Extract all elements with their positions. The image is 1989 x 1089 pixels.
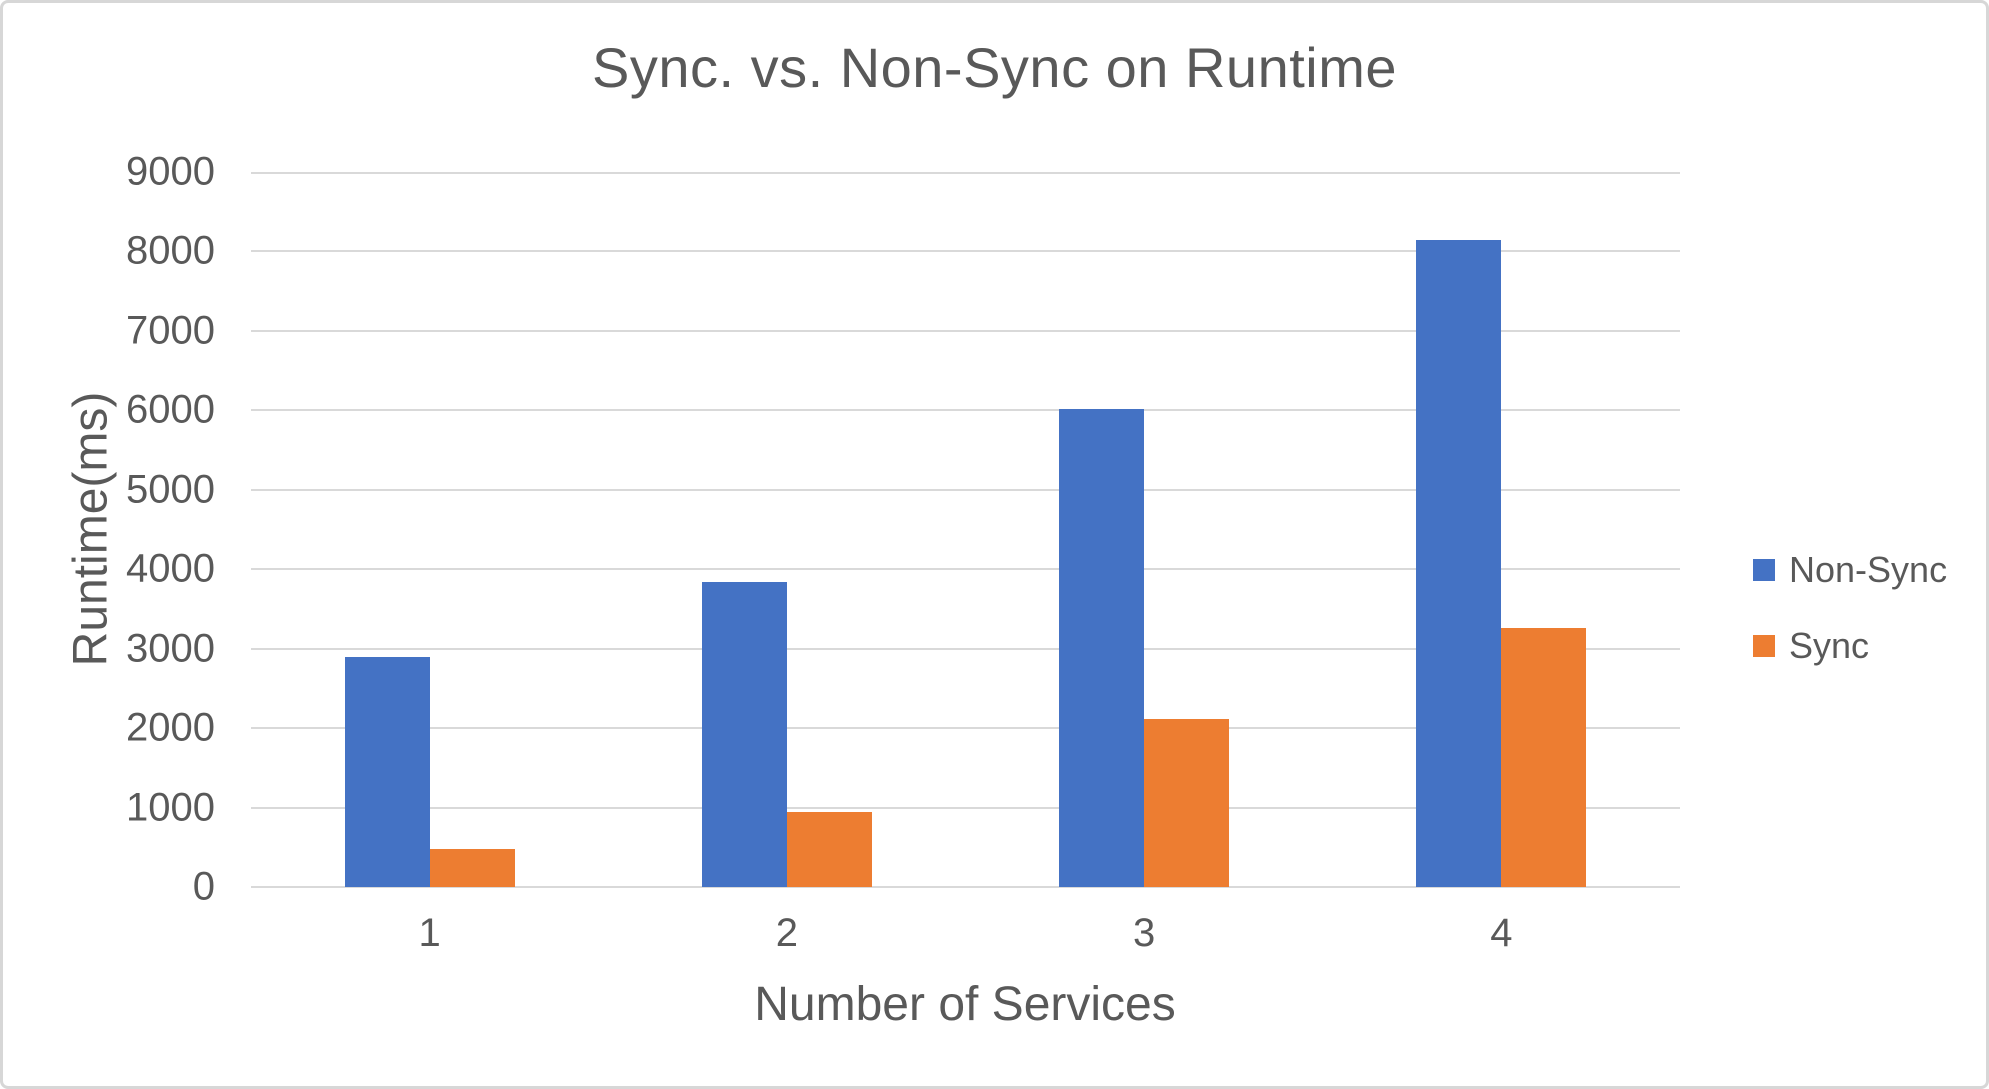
y-tick-label: 5000 [126, 467, 215, 512]
y-tick-label: 8000 [126, 228, 215, 273]
legend-swatch-non-sync [1753, 558, 1775, 581]
x-axis-tick-labels: 1 2 3 4 [251, 911, 1680, 961]
bar-sync [1501, 628, 1587, 887]
legend-swatch-sync [1753, 634, 1775, 657]
gridline [251, 886, 1680, 888]
bar-sync [1144, 719, 1230, 887]
chart-title: Sync. vs. Non-Sync on Runtime [591, 36, 1398, 99]
y-tick-label: 4000 [126, 546, 215, 591]
gridline [251, 329, 1680, 332]
x-tick-label: 1 [418, 911, 441, 955]
bar-non-sync [1416, 239, 1502, 887]
gridline [251, 727, 1680, 730]
bar-non-sync [701, 581, 787, 887]
gridline [251, 647, 1680, 650]
gridline [251, 568, 1680, 571]
gridline [251, 250, 1680, 253]
y-tick-label: 1000 [126, 785, 215, 830]
plot-area [251, 172, 1680, 888]
x-tick-label: 2 [775, 911, 798, 955]
gridline [251, 806, 1680, 809]
legend-item: Non-Sync [1753, 548, 1947, 591]
y-tick-label: 0 [192, 864, 215, 909]
legend: Non-Sync Sync [1753, 548, 1947, 700]
y-tick-label: 7000 [126, 308, 215, 353]
legend-item: Sync [1753, 624, 1947, 667]
bar-non-sync [1059, 408, 1145, 887]
legend-label: Non-Sync [1789, 548, 1948, 590]
y-tick-label: 3000 [126, 626, 215, 671]
y-tick-label: 2000 [126, 705, 215, 750]
gridline [251, 409, 1680, 412]
legend-label: Sync [1789, 624, 1870, 666]
y-tick-label: 9000 [126, 149, 215, 194]
y-axis-tick-labels: 0 1000 2000 3000 4000 5000 6000 7000 8000 9000 [3, 150, 215, 909]
x-axis-title: Number of Services [754, 978, 1176, 1031]
gridline [251, 172, 1680, 174]
x-tick-label: 4 [1490, 911, 1513, 955]
bar-sync [429, 848, 515, 887]
gridline [251, 488, 1680, 491]
bar-non-sync [344, 656, 430, 887]
x-tick-label: 3 [1133, 911, 1156, 955]
bar-sync [786, 812, 872, 887]
y-tick-label: 6000 [126, 387, 215, 432]
